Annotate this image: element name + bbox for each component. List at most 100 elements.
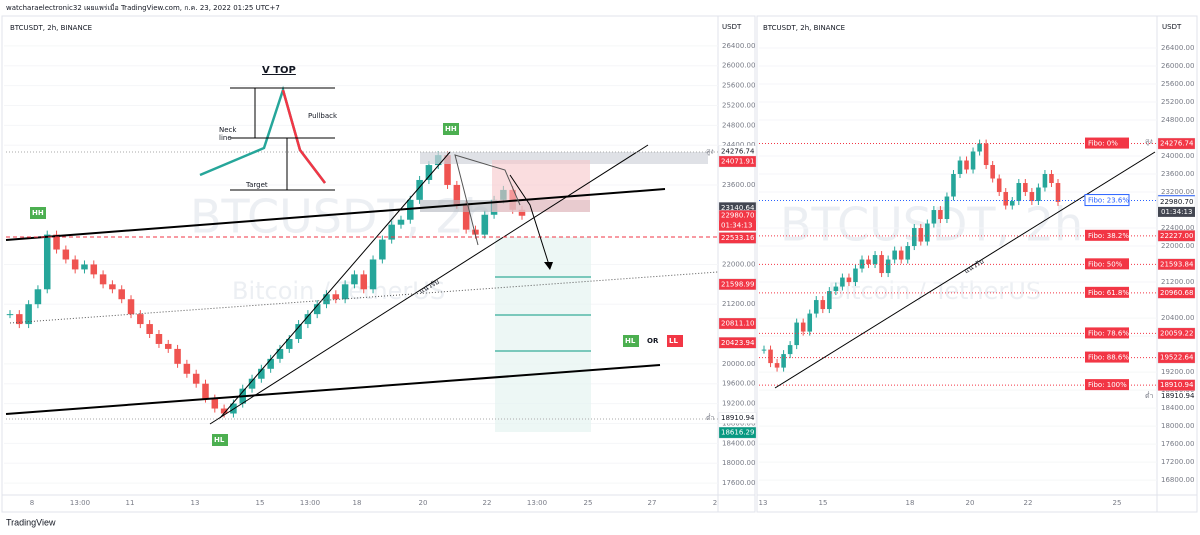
candle	[957, 160, 963, 175]
price-label	[718, 232, 757, 244]
candle	[970, 151, 976, 170]
price-label-text: 24276.74	[1160, 140, 1194, 148]
candle	[774, 363, 780, 368]
candle	[800, 322, 806, 332]
fibo-label-bg	[1085, 229, 1129, 241]
candle	[146, 324, 153, 335]
candle	[332, 294, 340, 300]
y-tick-label: 21200.00	[1161, 278, 1194, 286]
candle	[983, 143, 989, 166]
price-label-text: 22227.00	[1160, 232, 1193, 240]
trend-line	[209, 144, 649, 425]
price-label	[718, 278, 757, 291]
price-label-text: 22980.70	[721, 212, 754, 220]
candle	[99, 274, 107, 285]
candle	[202, 383, 209, 399]
annotation: LL	[669, 337, 678, 345]
y-tick-label: 19200.00	[1161, 368, 1194, 376]
y-tick-label: 19600.00	[722, 380, 755, 388]
fibo-label: Fibo: 88.6%	[1088, 354, 1129, 362]
candle	[397, 219, 405, 225]
candle	[211, 398, 219, 409]
y-tick-label: 19200.00	[722, 400, 755, 408]
y-tick-label: 24800.00	[1161, 116, 1194, 124]
candle	[304, 314, 312, 325]
candle	[323, 294, 330, 305]
candle	[813, 300, 819, 314]
x-tick-label: 13:00	[70, 499, 90, 507]
x-tick-label: 13:00	[300, 499, 320, 507]
candle	[25, 304, 32, 325]
candle	[90, 264, 98, 275]
candle	[1055, 183, 1061, 202]
candle	[996, 178, 1002, 193]
price-label	[1157, 258, 1196, 270]
candle	[341, 284, 349, 300]
price-label-text: 21593.84	[1160, 260, 1194, 268]
candle	[1042, 174, 1048, 188]
price-label-text: 22533.16	[721, 234, 755, 242]
price-label-text: 20423.94	[721, 339, 755, 347]
trend-line	[219, 151, 451, 419]
price-label-text: 19522.64	[1160, 354, 1194, 362]
fibo-label: Fibo: 78.6%	[1088, 329, 1129, 337]
candle	[794, 322, 799, 346]
fibo-label: Fibo: 50%	[1088, 260, 1123, 268]
annotation: HH	[32, 209, 44, 217]
high-tag: สูง	[706, 147, 714, 155]
right-panel	[756, 15, 1198, 513]
price-label	[1157, 287, 1196, 299]
annotation: OR	[647, 337, 659, 345]
candle	[853, 268, 858, 283]
candle	[267, 358, 274, 369]
x-tick-label: 15	[256, 499, 265, 507]
y-tick-label: 26400.00	[722, 42, 755, 50]
candle	[761, 349, 767, 351]
candle	[911, 228, 917, 247]
y-tick-label: 21200.00	[722, 300, 755, 308]
candle	[369, 259, 377, 290]
x-tick-label: 25	[1113, 499, 1122, 507]
candle	[768, 349, 773, 364]
fibo-label-bg	[1085, 351, 1129, 363]
y-tick-label: 18000.00	[722, 459, 755, 467]
candle	[258, 368, 265, 379]
candle	[276, 348, 284, 359]
y-tick-label: 26400.00	[1161, 44, 1194, 52]
candle	[53, 234, 60, 250]
candle	[1003, 192, 1009, 206]
x-tick-label: 20	[419, 499, 428, 507]
countdown-bg	[1158, 206, 1195, 217]
left-panel	[1, 15, 756, 513]
annotation: line	[219, 134, 232, 142]
y-tick-label: 25600.00	[722, 82, 755, 90]
candle	[820, 300, 826, 310]
currency: USDT	[722, 23, 742, 31]
candle	[827, 291, 832, 310]
candle	[1036, 187, 1041, 202]
candle	[425, 165, 433, 180]
candle	[977, 143, 982, 152]
price-label-text: 21598.99	[721, 280, 754, 288]
x-tick-label: 27	[648, 499, 657, 507]
price-label	[718, 155, 757, 168]
trend-line	[5, 188, 666, 241]
x-tick-label: 22	[1024, 499, 1033, 507]
x-tick-label: 18	[353, 499, 362, 507]
x-tick-label: 13	[759, 499, 768, 507]
x-tick-label: 22	[483, 499, 492, 507]
y-tick-label: 24800.00	[722, 121, 755, 129]
candle	[846, 277, 852, 283]
y-tick-label: 25200.00	[1161, 98, 1194, 106]
price-label	[1157, 351, 1196, 364]
annotation: V TOP	[262, 65, 296, 76]
candle	[990, 165, 995, 179]
y-tick-label: 20400.00	[1161, 314, 1194, 322]
candle	[898, 250, 904, 260]
fibo-label: Fibo: 61.8%	[1088, 289, 1129, 297]
price-label	[718, 426, 757, 439]
tag	[30, 207, 46, 219]
price-label	[1157, 379, 1196, 391]
candle	[43, 234, 51, 290]
